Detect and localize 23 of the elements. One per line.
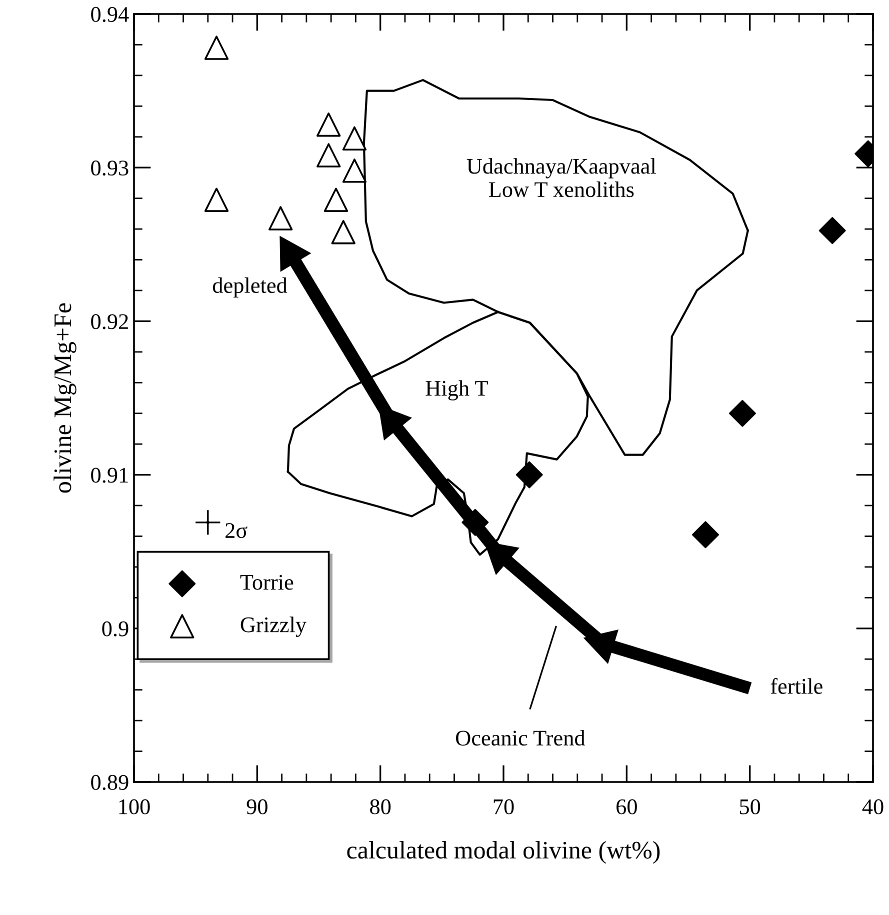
y-tick-label: 0.89 <box>91 774 128 790</box>
y-tick-label: 0.9 <box>102 621 128 636</box>
annotation: High T <box>426 380 488 400</box>
annotation: fertile <box>770 678 822 694</box>
series-label: 2σ <box>226 523 248 538</box>
x-tick-label: 80 <box>370 799 391 814</box>
text: Oceanic Trend <box>456 730 586 746</box>
annotation: Udachnaya/Kaapvaal Low T xenoliths <box>466 158 656 198</box>
x-tick-label: 50 <box>740 799 760 814</box>
y-tick-label: 0.94 <box>91 6 129 22</box>
annotation: depleted <box>212 277 288 298</box>
y-axis-title: olivine Mg/Mg+Fe <box>54 303 76 493</box>
y-tick-label: 0.93 <box>91 160 128 176</box>
x-tick-label: 100 <box>119 799 150 814</box>
x-tick-label: 60 <box>616 799 637 814</box>
y-tick-label: 0.91 <box>91 468 128 483</box>
x-tick-label: 70 <box>494 799 514 814</box>
x-tick-label: 40 <box>862 799 884 814</box>
y-tick-label: 0.92 <box>91 314 128 330</box>
x-tick-label: 90 <box>246 799 268 814</box>
x-axis-title: calculated modal olivine (wt%) <box>347 841 660 864</box>
legend-label: Grizzly <box>240 616 306 637</box>
legend-label: Torrie <box>240 574 294 590</box>
